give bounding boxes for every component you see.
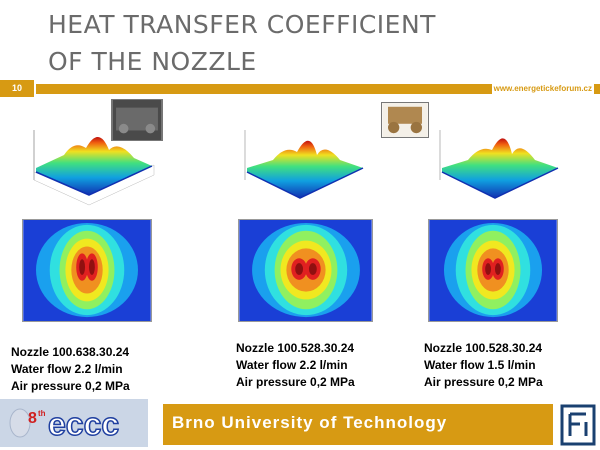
institution-name: Brno University of Technology bbox=[172, 413, 448, 432]
title-line-1: HEAT TRANSFER COEFFICIENT bbox=[48, 10, 436, 39]
caption-3: Nozzle 100.528.30.24 Water flow 1.5 l/mi… bbox=[424, 340, 543, 391]
caption-1-line-1: Nozzle 100.638.30.24 bbox=[11, 345, 130, 359]
caption-3-line-3: Air pressure 0,2 MPa bbox=[424, 375, 543, 389]
nozzle-photo-1 bbox=[111, 99, 163, 141]
caption-3-line-1: Nozzle 100.528.30.24 bbox=[424, 341, 543, 355]
fsi-logo-icon bbox=[560, 404, 596, 446]
caption-1-line-2: Water flow 2.2 l/min bbox=[11, 362, 123, 376]
website-url: www.energetickeforum.cz bbox=[491, 84, 594, 94]
caption-3-line-2: Water flow 1.5 l/min bbox=[424, 358, 536, 372]
caption-1-line-3: Air pressure 0,2 MPa bbox=[11, 379, 130, 393]
slide-title: HEAT TRANSFER COEFFICIENT OF THE NOZZLE bbox=[48, 6, 588, 80]
title-line-2: OF THE NOZZLE bbox=[48, 47, 257, 76]
footer-bar bbox=[163, 404, 553, 445]
eccc-logo-icon: 8 th eccc bbox=[0, 399, 148, 447]
contour-plot-1 bbox=[22, 219, 152, 322]
surface-plot-1 bbox=[33, 130, 155, 206]
logo-number: 8 bbox=[28, 410, 37, 427]
nozzle-photo-2 bbox=[381, 102, 429, 138]
contour-plot-2 bbox=[238, 219, 373, 322]
logo-superscript: th bbox=[38, 409, 46, 418]
contour-plot-3 bbox=[428, 219, 558, 322]
slide-number: 10 bbox=[0, 80, 34, 97]
caption-2-line-1: Nozzle 100.528.30.24 bbox=[236, 341, 355, 355]
caption-1: Nozzle 100.638.30.24 Water flow 2.2 l/mi… bbox=[11, 344, 130, 395]
surface-plot-3 bbox=[439, 130, 559, 199]
caption-2-line-3: Air pressure 0,2 MPa bbox=[236, 375, 355, 389]
caption-2-line-2: Water flow 2.2 l/min bbox=[236, 358, 348, 372]
logo-text: eccc bbox=[48, 406, 119, 442]
header-bar bbox=[36, 84, 600, 94]
caption-2: Nozzle 100.528.30.24 Water flow 2.2 l/mi… bbox=[236, 340, 355, 391]
eccc-logo: 8 th eccc bbox=[0, 399, 148, 447]
surface-plot-2 bbox=[244, 130, 364, 199]
